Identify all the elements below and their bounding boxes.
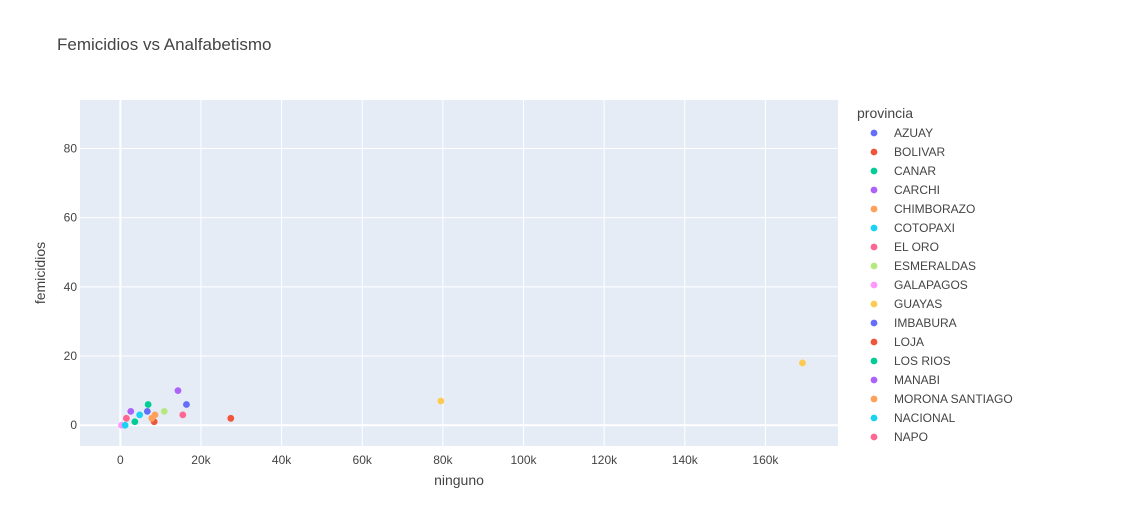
legend-label: LOJA bbox=[894, 335, 924, 349]
legend-item[interactable]: AZUAY bbox=[870, 126, 934, 140]
y-tick-label: 0 bbox=[70, 418, 77, 432]
legend-marker bbox=[870, 205, 878, 213]
legend-label: GUAYAS bbox=[894, 297, 942, 311]
legend-marker bbox=[870, 281, 878, 289]
legend-marker bbox=[870, 129, 878, 137]
legend-marker bbox=[870, 186, 878, 194]
legend-marker bbox=[870, 357, 878, 365]
legend-marker bbox=[870, 414, 878, 422]
chart-title: Femicidios vs Analfabetismo bbox=[57, 35, 271, 54]
grid-lines bbox=[80, 100, 838, 446]
data-point bbox=[148, 414, 156, 422]
x-tick-label: 40k bbox=[272, 453, 292, 467]
x-tick-label: 140k bbox=[672, 453, 699, 467]
legend-marker bbox=[870, 376, 878, 384]
legend-marker bbox=[870, 395, 878, 403]
legend-title: provincia bbox=[857, 105, 913, 121]
plot-area bbox=[80, 100, 838, 446]
legend-label: EL ORO bbox=[894, 240, 939, 254]
legend-label: MANABI bbox=[894, 373, 940, 387]
legend-label: BOLIVAR bbox=[894, 145, 945, 159]
data-point bbox=[799, 359, 806, 367]
x-tick-label: 60k bbox=[353, 453, 373, 467]
legend-label: CHIMBORAZO bbox=[894, 202, 975, 216]
legend-item[interactable]: COTOPAXI bbox=[870, 221, 955, 235]
legend-item[interactable]: ESMERALDAS bbox=[870, 259, 976, 273]
legend-label: LOS RIOS bbox=[894, 354, 951, 368]
legend-marker bbox=[870, 338, 878, 346]
legend-item[interactable]: NAPO bbox=[870, 430, 928, 444]
x-tick-label: 20k bbox=[191, 453, 211, 467]
y-axis-label: femicidios bbox=[32, 242, 48, 304]
data-point bbox=[179, 411, 187, 419]
x-tick-label: 80k bbox=[433, 453, 453, 467]
legend-item[interactable]: GALAPAGOS bbox=[870, 278, 968, 292]
data-points bbox=[118, 359, 806, 429]
legend-item[interactable]: CARCHI bbox=[870, 183, 940, 197]
legend-label: CARCHI bbox=[894, 183, 940, 197]
legend-item[interactable]: NACIONAL bbox=[870, 411, 956, 425]
legend-marker bbox=[870, 224, 878, 232]
legend-marker bbox=[870, 148, 878, 156]
data-point bbox=[174, 387, 182, 395]
data-point bbox=[144, 401, 152, 408]
legend-marker bbox=[870, 433, 878, 441]
legend-label: COTOPAXI bbox=[894, 221, 955, 235]
y-tick-label: 80 bbox=[64, 141, 78, 155]
y-tick-label: 60 bbox=[64, 211, 78, 225]
data-point bbox=[160, 408, 168, 415]
data-point bbox=[437, 397, 445, 405]
axis-ticks: 0 20k 40k 60k 80k 100k 120k 140k 160k 0 20 40 60 80 bbox=[64, 141, 780, 467]
legend-marker bbox=[870, 243, 878, 251]
x-tick-label: 100k bbox=[510, 453, 537, 467]
data-point bbox=[227, 414, 235, 422]
data-point bbox=[131, 418, 139, 426]
legend-marker bbox=[870, 300, 878, 308]
legend-label: ESMERALDAS bbox=[894, 259, 976, 273]
legend-marker bbox=[870, 262, 878, 270]
data-point bbox=[122, 414, 130, 422]
legend-item[interactable]: CANAR bbox=[870, 164, 937, 178]
data-point bbox=[183, 401, 190, 408]
legend-marker bbox=[870, 167, 878, 175]
x-axis-label: ninguno bbox=[434, 472, 484, 488]
legend-item[interactable]: CHIMBORAZO bbox=[870, 202, 976, 216]
legend-item[interactable]: EL ORO bbox=[870, 240, 939, 254]
legend-label: CANAR bbox=[894, 164, 936, 178]
legend-label: NACIONAL bbox=[894, 411, 956, 425]
legend-item[interactable]: LOS RIOS bbox=[870, 354, 951, 368]
legend-item[interactable]: BOLIVAR bbox=[870, 145, 946, 159]
x-tick-label: 120k bbox=[591, 453, 618, 467]
legend-label: AZUAY bbox=[894, 126, 933, 140]
legend-marker bbox=[870, 319, 878, 327]
legend-item[interactable]: LOJA bbox=[870, 335, 924, 349]
x-tick-label: 160k bbox=[752, 453, 779, 467]
data-point bbox=[136, 411, 144, 419]
x-tick-label: 0 bbox=[117, 453, 124, 467]
legend-label: IMBABURA bbox=[894, 316, 957, 330]
data-point bbox=[143, 408, 151, 415]
y-tick-label: 20 bbox=[64, 349, 78, 363]
y-tick-label: 40 bbox=[64, 280, 78, 294]
data-point bbox=[127, 408, 135, 415]
legend-label: MORONA SANTIAGO bbox=[894, 392, 1013, 406]
legend-label: NAPO bbox=[894, 430, 928, 444]
legend-item[interactable]: GUAYAS bbox=[870, 297, 943, 311]
data-point bbox=[121, 421, 129, 429]
legend: AZUAY BOLIVAR CANAR CARCHI CHIMBORAZO COTOPAX… bbox=[870, 126, 1013, 444]
legend-item[interactable]: MORONA SANTIAGO bbox=[870, 392, 1013, 406]
legend-item[interactable]: IMBABURA bbox=[870, 316, 957, 330]
legend-item[interactable]: MANABI bbox=[870, 373, 940, 387]
legend-label: GALAPAGOS bbox=[894, 278, 968, 292]
